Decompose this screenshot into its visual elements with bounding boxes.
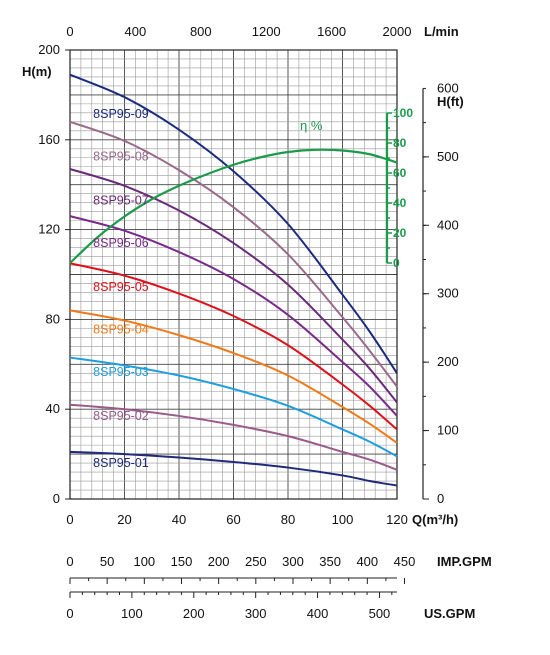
plot-grid xyxy=(69,49,398,500)
x-tick-label: 60 xyxy=(226,512,240,527)
series-label-8SP95-07: 8SP95-07 xyxy=(93,193,149,207)
ft-tick-label: 400 xyxy=(437,217,459,232)
us-tick-label: 200 xyxy=(183,606,205,621)
series-label-8SP95-05: 8SP95-05 xyxy=(93,280,149,294)
x-tick-label: 20 xyxy=(117,512,131,527)
y-axis-unit: H(m) xyxy=(22,64,52,79)
series-label-8SP95-04: 8SP95-04 xyxy=(93,323,149,337)
efficiency-curve xyxy=(69,148,398,264)
top-tick-label: 2000 xyxy=(383,24,412,39)
imp-tick-label: 200 xyxy=(208,554,230,569)
eff-tick-label: 0 xyxy=(393,256,400,270)
series-label-8SP95-09: 8SP95-09 xyxy=(93,107,149,121)
us-tick-label: 400 xyxy=(307,606,329,621)
x-tick-label: 40 xyxy=(172,512,186,527)
efficiency-curve-group xyxy=(69,148,398,264)
us-axis-unit: US.GPM xyxy=(424,606,475,621)
ft-tick-label: 500 xyxy=(437,149,459,164)
us-tick-label: 100 xyxy=(121,606,143,621)
series-label-8SP95-01: 8SP95-01 xyxy=(93,456,149,470)
y-tick-label: 0 xyxy=(53,491,60,506)
curve-8SP95-04 xyxy=(69,309,398,444)
imp-tick-label: 350 xyxy=(319,554,341,569)
pump-curves xyxy=(69,73,398,487)
imp-tick-label: 450 xyxy=(394,554,416,569)
curve-8SP95-03 xyxy=(69,356,398,458)
top-tick-label: 0 xyxy=(66,24,73,39)
imp-axis-unit: IMP.GPM xyxy=(437,554,492,569)
ft-tick-label: 100 xyxy=(437,423,459,438)
top-tick-label: 1600 xyxy=(317,24,346,39)
ft-tick-label: 200 xyxy=(437,354,459,369)
eff-tick-label: 80 xyxy=(393,136,407,150)
axes xyxy=(65,49,429,598)
x-tick-label: 80 xyxy=(281,512,295,527)
x-tick-label: 0 xyxy=(66,512,73,527)
eff-tick-label: 40 xyxy=(393,196,407,210)
us-tick-label: 300 xyxy=(245,606,267,621)
series-label-8SP95-08: 8SP95-08 xyxy=(93,150,149,164)
ft-tick-label: 300 xyxy=(437,286,459,301)
x-axis-unit: Q(m³/h) xyxy=(412,512,458,527)
curve-8SP95-07 xyxy=(69,168,398,404)
top-tick-label: 1200 xyxy=(252,24,281,39)
top-axis-unit: L/min xyxy=(424,24,459,39)
series-label-8SP95-03: 8SP95-03 xyxy=(93,365,149,379)
imp-tick-label: 150 xyxy=(171,554,193,569)
series-label-8SP95-02: 8SP95-02 xyxy=(93,409,149,423)
imp-tick-label: 100 xyxy=(133,554,155,569)
y-tick-label: 160 xyxy=(38,132,60,147)
y-tick-label: 40 xyxy=(46,401,60,416)
efficiency-label: η % xyxy=(300,118,323,133)
imp-tick-label: 400 xyxy=(356,554,378,569)
eff-tick-label: 60 xyxy=(393,166,407,180)
curve-8SP95-05 xyxy=(69,262,398,431)
curve-8SP95-02 xyxy=(69,403,398,471)
series-label-8SP95-06: 8SP95-06 xyxy=(93,236,149,250)
imp-tick-label: 250 xyxy=(245,554,267,569)
imp-tick-label: 50 xyxy=(100,554,114,569)
imp-tick-label: 0 xyxy=(66,554,73,569)
us-tick-label: 0 xyxy=(66,606,73,621)
imp-tick-label: 300 xyxy=(282,554,304,569)
curve-8SP95-06 xyxy=(69,215,398,417)
ft-top-label: 600 xyxy=(437,80,459,95)
eff-tick-label: 20 xyxy=(393,226,407,240)
series-labels: 8SP95-01 8SP95-02 8SP95-03 8SP95-04 8SP95-05… xyxy=(93,107,149,470)
top-tick-label: 400 xyxy=(125,24,147,39)
curve-8SP95-08 xyxy=(69,120,398,388)
curve-8SP95-01 xyxy=(69,450,398,487)
eff-tick-label: 100 xyxy=(393,106,413,120)
curve-8SP95-09 xyxy=(69,73,398,374)
x-tick-label: 120 xyxy=(386,512,408,527)
x-tick-label: 100 xyxy=(332,512,354,527)
us-tick-label: 500 xyxy=(369,606,391,621)
ft-tick-label: 0 xyxy=(437,491,444,506)
y-tick-label: 120 xyxy=(38,222,60,237)
y-tick-label: 200 xyxy=(38,42,60,57)
y-tick-label: 80 xyxy=(46,311,60,326)
top-tick-label: 800 xyxy=(190,24,212,39)
plot-frame xyxy=(69,49,398,500)
right-axis-unit-label: H(ft) xyxy=(437,94,464,109)
